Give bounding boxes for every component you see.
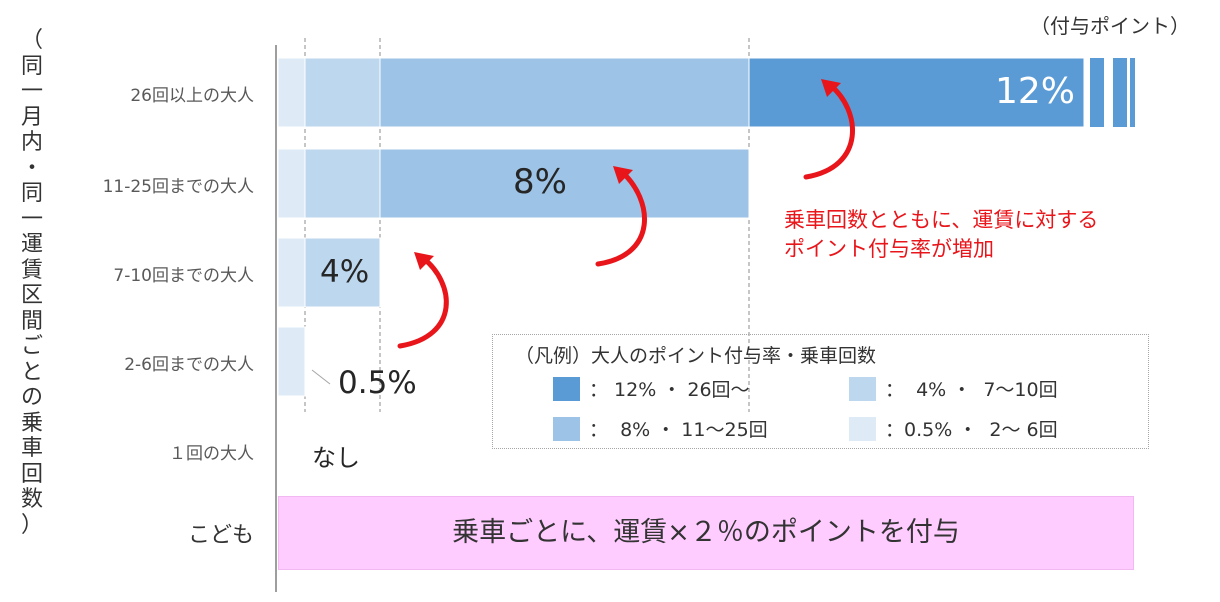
data-label: 4%	[320, 254, 370, 290]
row-label: １回の大人	[169, 443, 254, 464]
annotation: 乗車回数とともに、運賃に対する ポイント付与率が増加	[784, 206, 1098, 264]
data-label: 8%	[513, 162, 567, 202]
annotation-line-2: ポイント付与率が増加	[784, 237, 994, 261]
row-label: 26回以上の大人	[130, 85, 254, 106]
y-axis-title-char: 賃	[20, 257, 43, 283]
bar-segment	[748, 57, 1085, 128]
legend-text: ： 12% ・ 26回～	[589, 379, 750, 401]
legend-swatch	[849, 417, 876, 441]
label-leader-line	[311, 369, 331, 385]
y-axis-title-char: 数	[20, 487, 43, 512]
bar-segment	[277, 237, 306, 308]
arrowhead-3	[821, 79, 841, 97]
bar-segment	[277, 57, 306, 128]
arrowhead-1	[414, 252, 434, 270]
break-segment	[1113, 58, 1127, 127]
row-label: 7-10回までの大人	[113, 265, 254, 286]
increase-arrow-8-to-12	[595, 169, 647, 267]
data-label: 12%	[995, 71, 1076, 112]
bar-segment	[277, 148, 306, 219]
children-bar-text: 乗車ごとに、運賃×２％のポイントを付与	[452, 517, 960, 548]
bar-group	[277, 57, 1085, 397]
bar-segment	[379, 148, 750, 219]
row-label-children: こども	[187, 523, 254, 548]
data-label: 0.5%	[338, 365, 417, 401]
y-axis-title-char: ご	[20, 334, 43, 359]
break-segment	[1130, 58, 1135, 127]
legend-text: ：0.5% ・ 2～ 6回	[885, 419, 1058, 441]
y-axis-title-char: （	[20, 28, 43, 53]
row-label: 11-25回までの大人	[102, 176, 254, 197]
legend: （凡例）大人のポイント付与率・乗車回数 ： 12% ・ 26回～ ： 4% ・ 7…	[492, 334, 1149, 449]
bar-segment	[379, 57, 750, 128]
y-axis-title-char: 区	[20, 283, 43, 308]
legend-swatch	[849, 377, 876, 401]
y-axis-title-char: の	[20, 385, 43, 410]
y-axis-title-char: 一	[20, 79, 43, 104]
y-axis-title-char: と	[20, 359, 43, 385]
y-axis-title-char: ・	[20, 155, 43, 181]
data-label: なし	[312, 444, 360, 472]
children-bar: 乗車ごとに、運賃×２％のポイントを付与	[278, 496, 1134, 570]
y-axis-title-char: 内	[20, 130, 43, 155]
y-axis-title-char: 回	[20, 461, 43, 487]
legend-title: （凡例）大人のポイント付与率・乗車回数	[515, 345, 877, 367]
y-axis-title-char: ）	[20, 512, 43, 538]
increase-arrow-12-plus	[803, 82, 855, 180]
legend-swatch	[553, 417, 580, 441]
y-axis-title-char: 同	[20, 53, 43, 79]
y-axis-title-char: 間	[20, 308, 43, 334]
y-axis-title-char: 一	[20, 206, 43, 232]
bar-segment	[304, 237, 381, 308]
axis-break-marks	[1090, 58, 1135, 127]
y-axis-title-char: 乗	[20, 410, 43, 436]
x-axis-title: （付与ポイント）	[1030, 14, 1190, 38]
y-axis-title-char: 運	[20, 232, 43, 257]
y-axis-title-char: 車	[20, 436, 43, 461]
y-axis-title-char: 月	[20, 104, 43, 130]
legend-swatch	[553, 377, 580, 401]
break-segment	[1090, 58, 1104, 127]
bar-segment	[304, 148, 381, 219]
row-label: 2-6回までの大人	[124, 354, 254, 375]
bar-segment	[277, 326, 306, 397]
legend-text: ： 8% ・ 11～25回	[589, 419, 768, 441]
bar-segment	[304, 57, 381, 128]
increase-arrow-4-to-8	[397, 255, 449, 349]
increase-arrows	[397, 82, 855, 349]
y-axis-title: （同一月内・同一運賃区間ごとの乗車回数）	[14, 28, 50, 538]
increase-arrowheads	[414, 79, 841, 270]
y-axis-title-char: 同	[20, 181, 43, 206]
annotation-line-1: 乗車回数とともに、運賃に対する	[784, 208, 1099, 232]
legend-text: ： 4% ・ 7～10回	[885, 379, 1058, 401]
arrowhead-2	[613, 166, 633, 184]
